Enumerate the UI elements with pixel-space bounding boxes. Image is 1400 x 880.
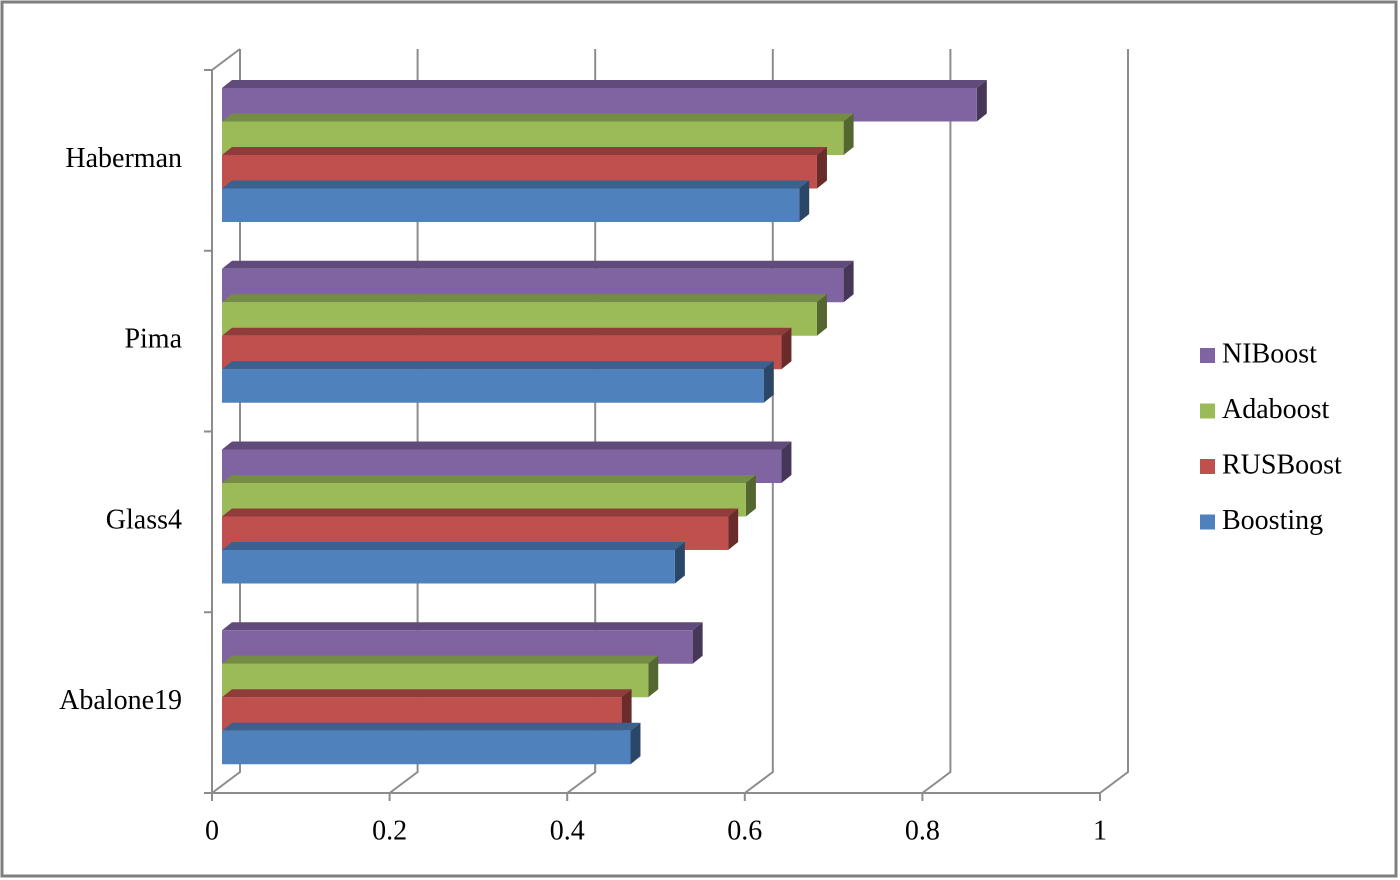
bar-top <box>222 508 739 517</box>
bar-side <box>843 113 854 155</box>
x-tick-label: 0.4 <box>550 815 585 846</box>
bar-side <box>781 327 792 370</box>
bar-side <box>781 441 792 483</box>
bar-top <box>222 361 774 370</box>
bar-side <box>630 722 641 765</box>
bar <box>222 542 685 584</box>
bar-top <box>222 260 854 269</box>
bar <box>222 722 641 765</box>
bar-top <box>222 622 703 631</box>
x-tick-label: 0.6 <box>727 815 762 846</box>
bar-top <box>222 80 987 88</box>
bar-top <box>222 689 632 698</box>
bar-top <box>222 542 685 550</box>
grid-line <box>1099 49 1129 794</box>
y-tick-label: Haberman <box>65 143 182 174</box>
legend-label: RUSBoost <box>1222 449 1342 480</box>
bar-side <box>621 689 632 731</box>
bar-side <box>728 508 739 550</box>
legend-label: Boosting <box>1222 505 1323 536</box>
y-tick-label: Pima <box>124 324 182 355</box>
x-tick-label: 0 <box>205 815 219 846</box>
bar-top <box>222 113 854 122</box>
x-tick-label: 0.8 <box>905 815 940 846</box>
bar <box>222 180 810 222</box>
grid-line <box>921 49 952 794</box>
legend-label: Adaboost <box>1222 394 1330 425</box>
bar <box>222 361 774 403</box>
bar-side <box>976 80 987 122</box>
x-tick-label: 1 <box>1093 815 1107 846</box>
bar-top <box>222 180 810 189</box>
bar-side <box>692 622 703 664</box>
bar-top <box>222 294 827 303</box>
bar-top <box>222 327 792 336</box>
y-tick-label: Abalone19 <box>59 685 182 716</box>
bar-side <box>763 361 774 403</box>
legend-swatch <box>1200 348 1215 363</box>
bar-side <box>816 147 827 189</box>
bar-side <box>799 180 810 222</box>
bar-front <box>222 369 764 403</box>
y-tick-label: Glass4 <box>106 504 182 535</box>
bar-front <box>222 550 675 584</box>
axis-line <box>211 48 241 71</box>
legend-swatch <box>1200 459 1215 474</box>
bar-top <box>222 475 756 483</box>
bar-side <box>648 655 659 698</box>
bar-top <box>222 441 792 450</box>
bar-side <box>816 294 827 336</box>
bar-top <box>222 655 659 664</box>
bar-side <box>843 260 854 303</box>
bar-side <box>674 542 685 584</box>
legend-swatch <box>1200 514 1215 530</box>
bar-side <box>745 475 756 517</box>
bar-front <box>222 730 631 765</box>
bar-front <box>222 188 800 222</box>
bar-top <box>222 722 641 731</box>
legend-swatch <box>1200 403 1215 419</box>
bar-top <box>222 147 827 155</box>
x-tick-label: 0.2 <box>372 815 407 846</box>
legend-label: NIBoost <box>1222 338 1317 369</box>
